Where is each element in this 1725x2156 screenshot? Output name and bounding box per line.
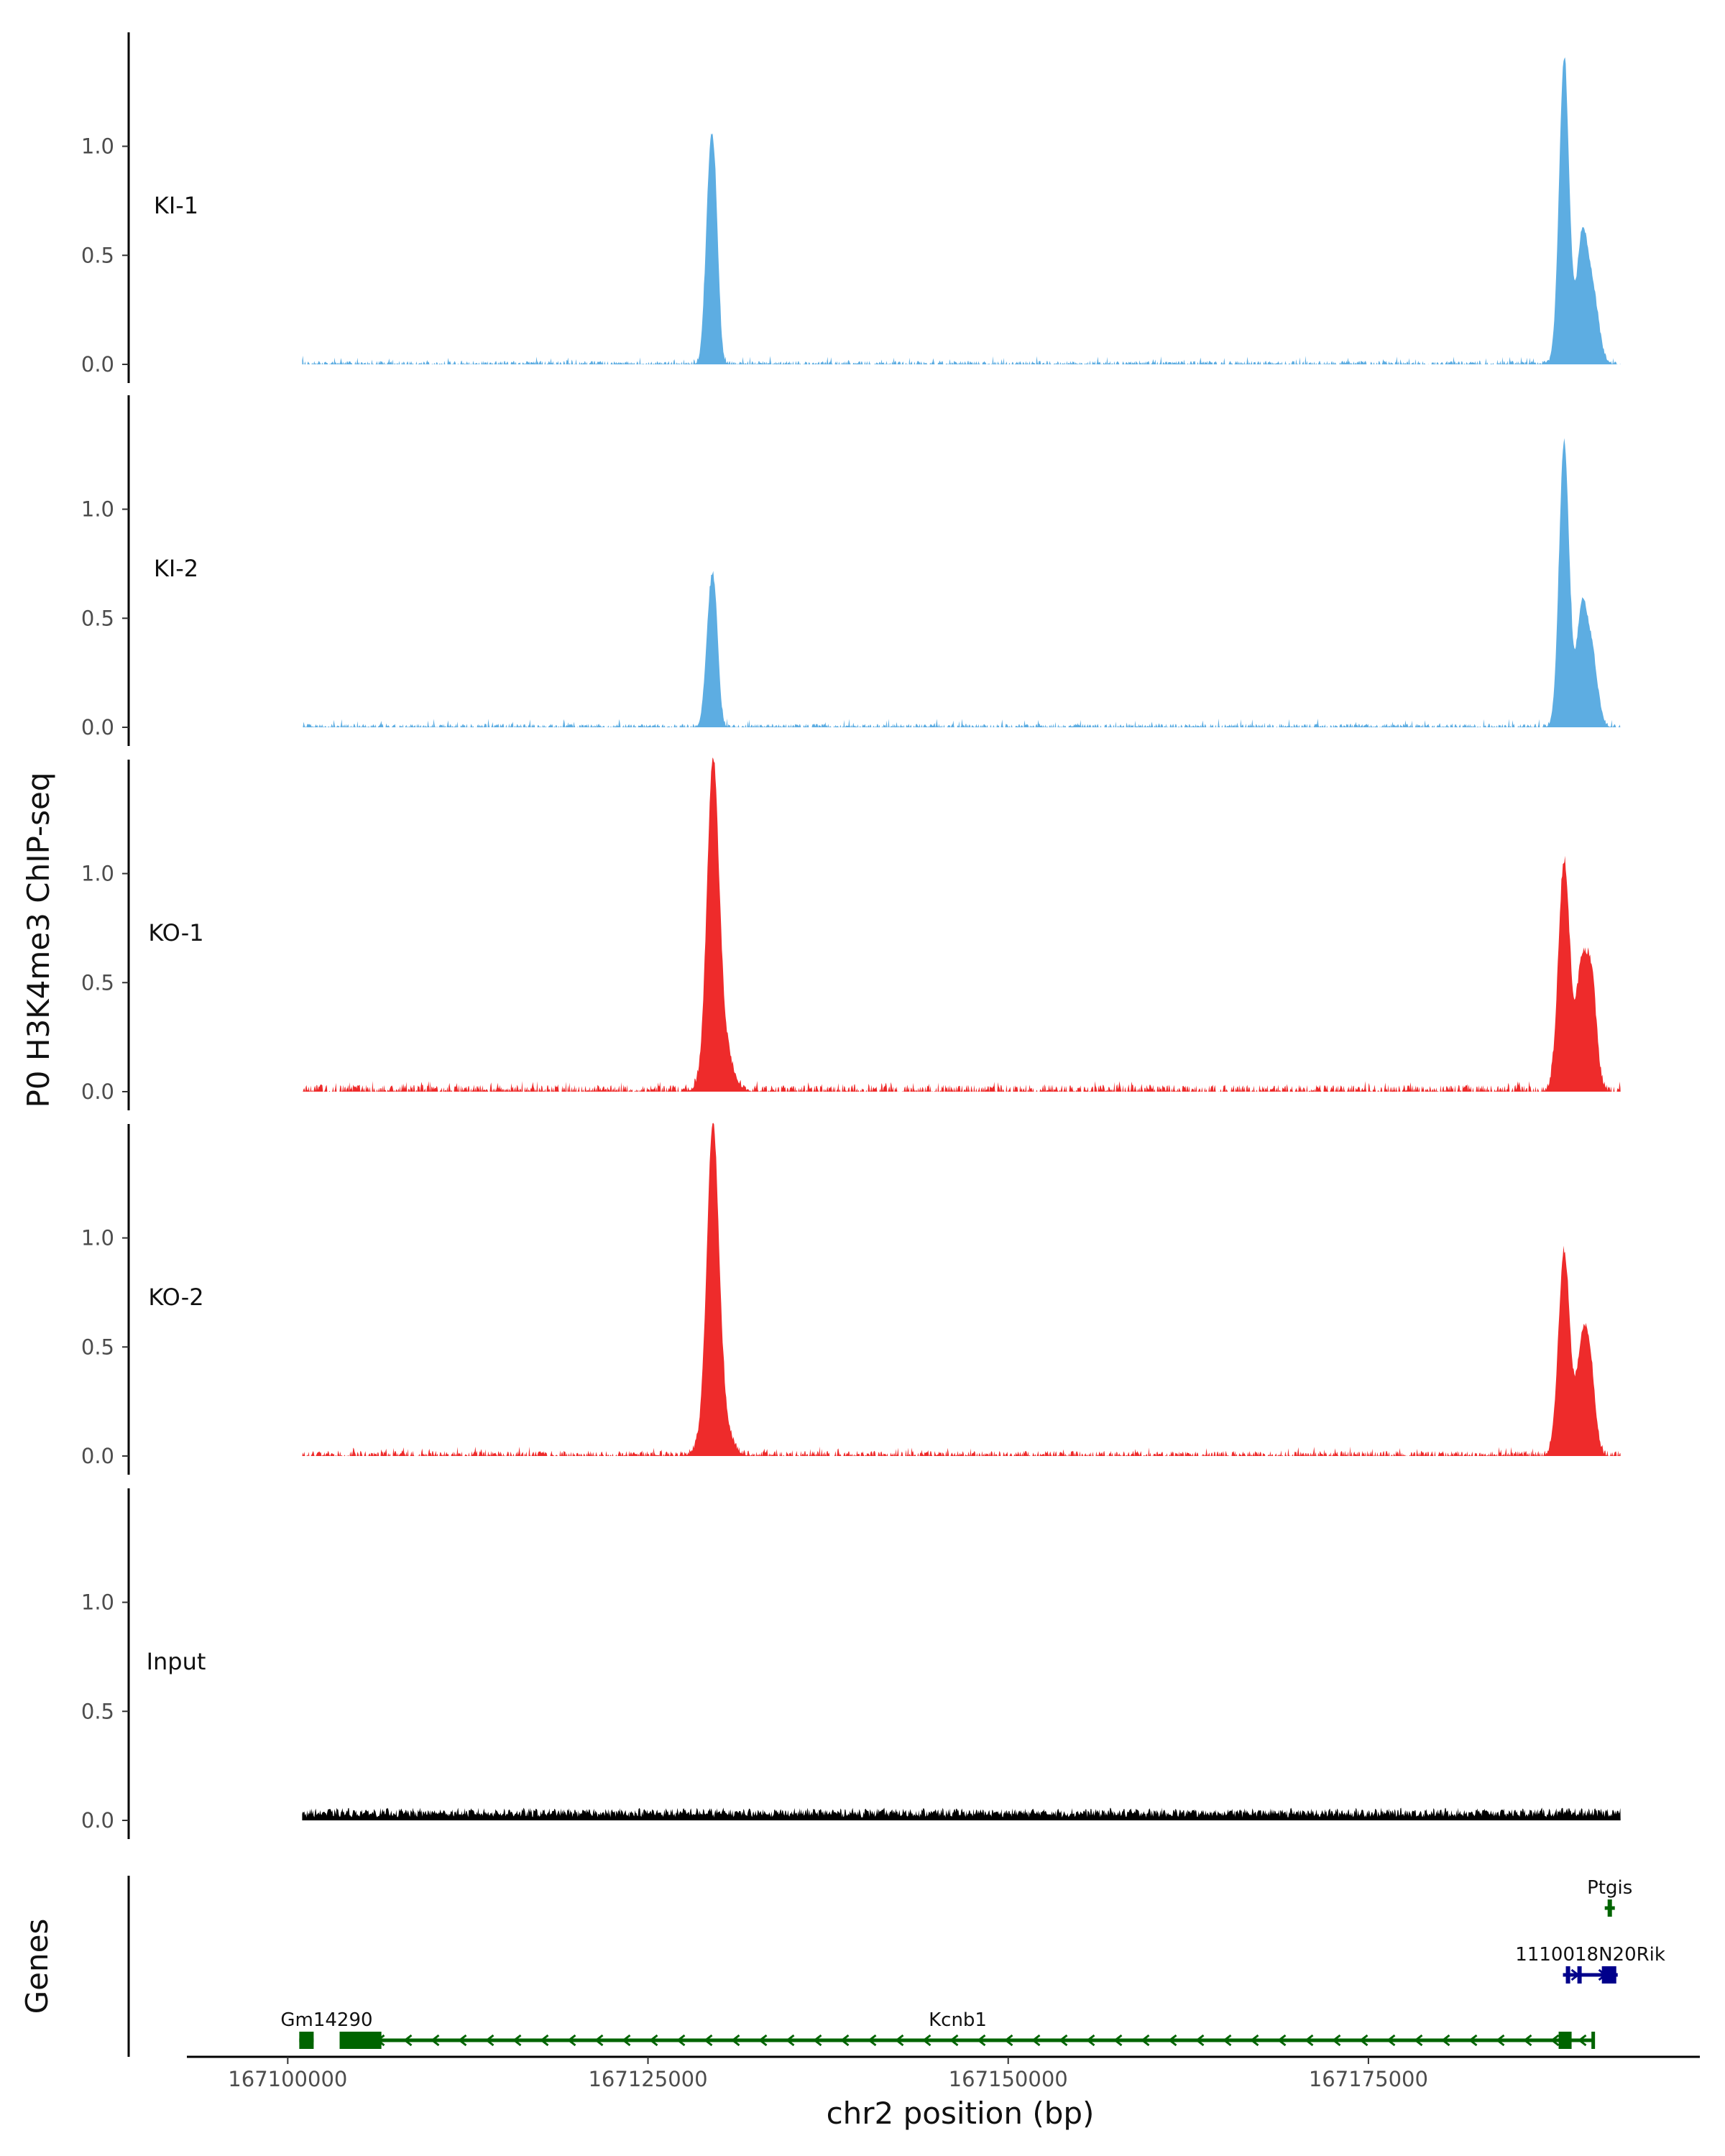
track-label: KO-2 [148,1284,203,1311]
gene-gm14290: Gm14290 [280,2009,373,2049]
y-tick-label: 0.0 [81,715,114,740]
x-axis-title: chr2 position (bp) [827,2096,1095,2131]
strand-arrow [1141,2034,1150,2047]
x-tick-label: 167100000 [228,2067,347,2091]
strand-arrow [676,2034,686,2047]
gene-exon [299,2032,314,2049]
strand-arrow [403,2034,413,2047]
y-tick-label: 1.0 [81,862,114,886]
x-tick-label: 167125000 [588,2067,707,2091]
signal-area-input [302,1807,1621,1820]
track-label: KO-1 [148,919,203,946]
strand-arrow [1113,2034,1123,2047]
track-ki-1: 0.0 0.5 1.0 KI-1 [81,32,1621,383]
gene-label: Ptgis [1587,1877,1632,1899]
track-label: KI-2 [154,555,198,582]
strand-arrow [731,2034,740,2047]
strand-arrow [1168,2034,1177,2047]
strand-arrow [868,2034,877,2047]
strand-arrow [594,2034,604,2047]
gene-ptgis: Ptgis [1587,1877,1632,1917]
strand-arrow [922,2034,932,2047]
strand-arrow [1305,2034,1314,2047]
y-tick-label: 0.5 [81,1699,114,1723]
gene-exon [1565,1966,1570,1984]
strand-arrow [758,2034,768,2047]
strand-arrow [1059,2034,1068,2047]
y-tick-label: 0.5 [81,1335,114,1359]
y-tick-label: 1.0 [81,1590,114,1615]
strand-arrow [485,2034,494,2047]
track-input: 0.0 0.5 1.0 Input [81,1488,1621,1839]
strand-arrow [512,2034,522,2047]
y-tick-label: 0.0 [81,1444,114,1468]
y-tick-label: 0.5 [81,243,114,267]
gene-exon [1558,2032,1572,2049]
strand-arrow [895,2034,904,2047]
track-label: Input [147,1648,206,1675]
track-ki-2: 0.0 0.5 1.0 KI-2 [81,395,1621,746]
strand-arrow [977,2034,986,2047]
track-ko-2: 0.0 0.5 1.0 KO-2 [81,1123,1621,1475]
genes-panel: Genes Gm14290 Kcnb1 1110018N20Rik Ptgis 167… [19,1876,1700,2091]
strand-arrow [786,2034,795,2047]
strand-arrow [1277,2034,1287,2047]
genes-panel-label: Genes [19,1919,55,2014]
strand-arrow [1496,2034,1505,2047]
strand-arrow [1223,2034,1232,2047]
strand-arrow [1550,2034,1560,2047]
x-tick-label: 167150000 [949,2067,1068,2091]
strand-arrow [1578,2034,1587,2047]
strand-arrow [840,2034,850,2047]
strand-arrow [1004,2034,1013,2047]
gene-exon [339,2032,382,2049]
strand-arrow [649,2034,658,2047]
strand-arrow [1250,2034,1259,2047]
y-tick-label: 1.0 [81,134,114,159]
strand-arrow [1441,2034,1450,2047]
strand-arrow [813,2034,822,2047]
y-tick-label: 0.0 [81,1079,114,1104]
y-tick-label: 1.0 [81,1226,114,1250]
strand-arrow [540,2034,549,2047]
y-tick-label: 0.5 [81,606,114,630]
strand-arrow [1332,2034,1341,2047]
signal-tracks: 0.00.51.0KI-10.00.51.0KI-20.00.51.0KO-10… [81,32,1621,1839]
strand-arrow [622,2034,631,2047]
strand-arrow [1195,2034,1205,2047]
strand-arrow [1468,2034,1478,2047]
gene-exon [1601,1966,1616,1984]
gene-models: Gm14290 Kcnb1 1110018N20Rik Ptgis [280,1877,1665,2049]
strand-arrow [1386,2034,1396,2047]
y-tick-label: 0.0 [81,352,114,377]
strand-arrow [1086,2034,1095,2047]
x-tick-label: 167175000 [1309,2067,1428,2091]
y-axis-title: P0 H3K4me3 ChIP-seq [21,772,56,1107]
gene-kcnb1: Kcnb1 [339,2009,1596,2049]
strand-arrow [567,2034,576,2047]
gene-label: 1110018N20Rik [1515,1944,1665,1966]
strand-arrow [949,2034,959,2047]
strand-arrow [1359,2034,1368,2047]
y-tick-label: 0.0 [81,1808,114,1833]
track-ko-1: 0.0 0.5 1.0 KO-1 [81,757,1621,1110]
strand-arrow [458,2034,467,2047]
gene-exon [1607,1899,1612,1917]
track-label: KI-1 [154,192,198,219]
strand-arrow [431,2034,440,2047]
gene-label: Gm14290 [280,2009,372,2031]
y-tick-label: 0.5 [81,970,114,995]
gene-1110018n20rik: 1110018N20Rik [1515,1944,1665,1984]
x-axis-ticks: 167100000 167125000 167150000 167175000 [228,2057,1428,2091]
y-tick-label: 1.0 [81,497,114,522]
strand-arrow [1031,2034,1041,2047]
gene-label: Kcnb1 [929,2009,987,2031]
strand-arrow [1523,2034,1532,2047]
gene-exon [1577,1966,1582,1984]
strand-arrow [704,2034,713,2047]
strand-arrow [1414,2034,1423,2047]
